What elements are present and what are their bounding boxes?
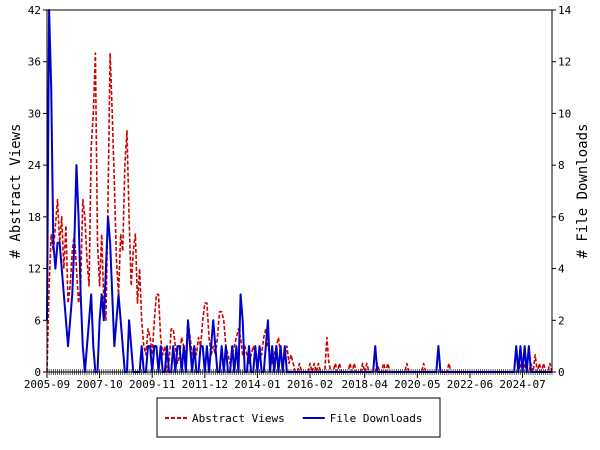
plot-frame (46, 9, 553, 373)
y-tick-label: 36 (28, 56, 41, 69)
y2-tick-label: 2 (558, 314, 565, 327)
y-tick-label: 30 (28, 107, 41, 120)
x-tick-label: 2005-09 (24, 378, 70, 391)
y2-tick-label: 10 (558, 107, 571, 120)
legend-box (156, 397, 441, 438)
legend: Abstract Views File Downloads (156, 397, 441, 438)
y-tick-label: 42 (28, 4, 41, 17)
y-axis-title: # Abstract Views (8, 124, 24, 259)
y2-tick-label: 6 (558, 211, 565, 224)
x-tick-label: 2014-01 (234, 378, 280, 391)
legend-label: File Downloads (330, 412, 423, 425)
y2-tick-label: 8 (558, 159, 565, 172)
y2-tick-label: 4 (558, 263, 565, 276)
x-tick-label: 2007-10 (76, 378, 122, 391)
x-tick-label: 2024-07 (499, 378, 545, 391)
x-tick-label: 2018-04 (342, 378, 389, 391)
x-tick-label: 2011-12 (182, 378, 228, 391)
x-tick-label: 2020-05 (394, 378, 440, 391)
legend-label: Abstract Views (192, 412, 285, 425)
x-tick-label: 2009-11 (129, 378, 175, 391)
x-tick-label: 2016-02 (287, 378, 333, 391)
y-tick-label: 18 (28, 211, 41, 224)
y2-tick-label: 0 (558, 366, 565, 379)
y2-tick-label: 12 (558, 56, 571, 69)
y-tick-label: 24 (28, 159, 42, 172)
y-tick-label: 6 (34, 314, 41, 327)
y2-axis-title: # File Downloads (575, 124, 591, 259)
y2-tick-label: 14 (558, 4, 572, 17)
y-tick-label: 12 (28, 263, 41, 276)
x-tick-label: 2022-06 (447, 378, 493, 391)
y-tick-label: 0 (34, 366, 41, 379)
